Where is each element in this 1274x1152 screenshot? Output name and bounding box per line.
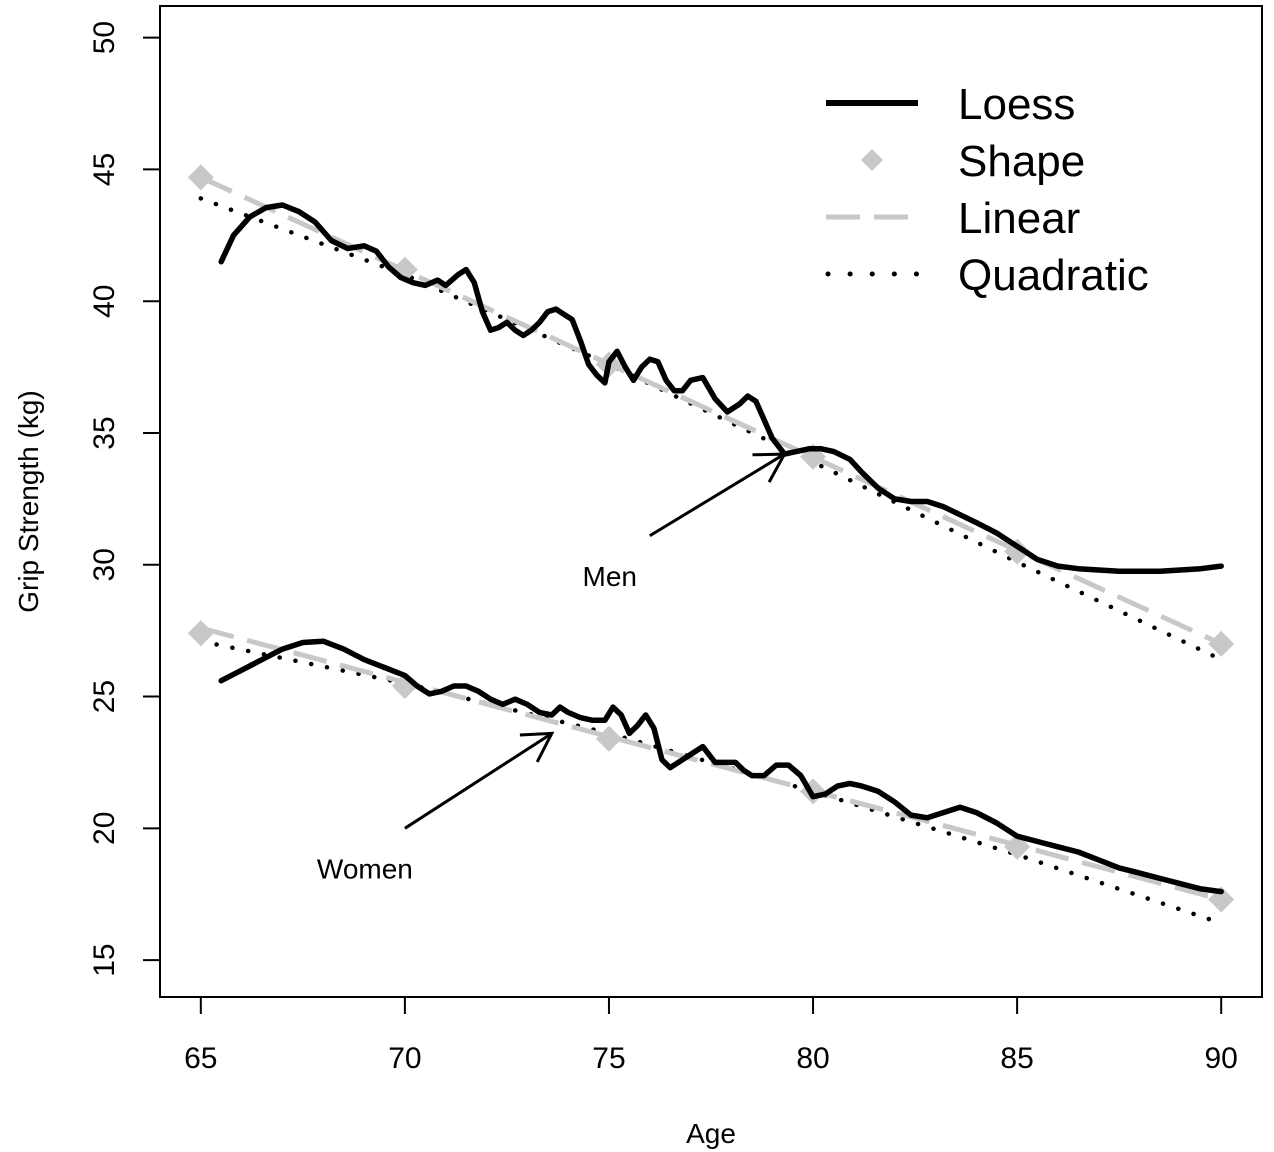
series-layer (187, 164, 1235, 926)
men-arrow-head (752, 452, 788, 483)
women-arrow-head (519, 731, 555, 763)
men-shape-point (1208, 630, 1235, 657)
plot-frame (159, 5, 1263, 998)
y-tick-label: 25 (88, 680, 121, 713)
women-arrow (404, 732, 553, 830)
men-quadratic-line (198, 196, 1224, 662)
legend-label-quadratic: Quadratic (958, 251, 1149, 300)
y-tick-label: 30 (88, 548, 121, 581)
men-arrow (648, 452, 786, 538)
y-tick-label: 50 (88, 21, 121, 54)
y-tick-label: 40 (88, 285, 121, 318)
y-tick-label: 35 (88, 416, 121, 449)
x-tick-label: 85 (1000, 1042, 1033, 1075)
men-label: Men (583, 561, 637, 592)
x-tick-label: 75 (592, 1042, 625, 1075)
x-tick-label: 65 (184, 1042, 217, 1075)
x-tick-label: 90 (1204, 1042, 1237, 1075)
y-axis-label: Grip Strength (kg) (13, 390, 44, 613)
women-shape-point (595, 725, 622, 752)
y-tick-label: 45 (88, 153, 121, 186)
legend: Loess Shape Linear Quadratic (825, 80, 1149, 300)
women-label: Women (317, 853, 413, 884)
men-shape-point (187, 164, 214, 191)
y-tick-label: 15 (88, 943, 121, 976)
women-shape-point (187, 620, 214, 647)
x-tick-label: 70 (388, 1042, 421, 1075)
legend-label-linear: Linear (958, 194, 1080, 243)
legend-shape-swatch (861, 149, 883, 171)
legend-label-loess: Loess (958, 80, 1075, 129)
legend-label-shape: Shape (958, 137, 1085, 186)
men-loess-line (218, 202, 1224, 575)
women-linear-line (200, 625, 1222, 902)
x-tick-label: 80 (796, 1042, 829, 1075)
axes-layer: 65 70 75 80 85 90 15 20 25 30 35 40 45 50 (88, 5, 1263, 1075)
women-loess-line (218, 638, 1224, 895)
x-axis-label: Age (686, 1118, 736, 1149)
y-tick-label: 20 (88, 812, 121, 845)
annotation-layer: Men Women (317, 452, 788, 884)
